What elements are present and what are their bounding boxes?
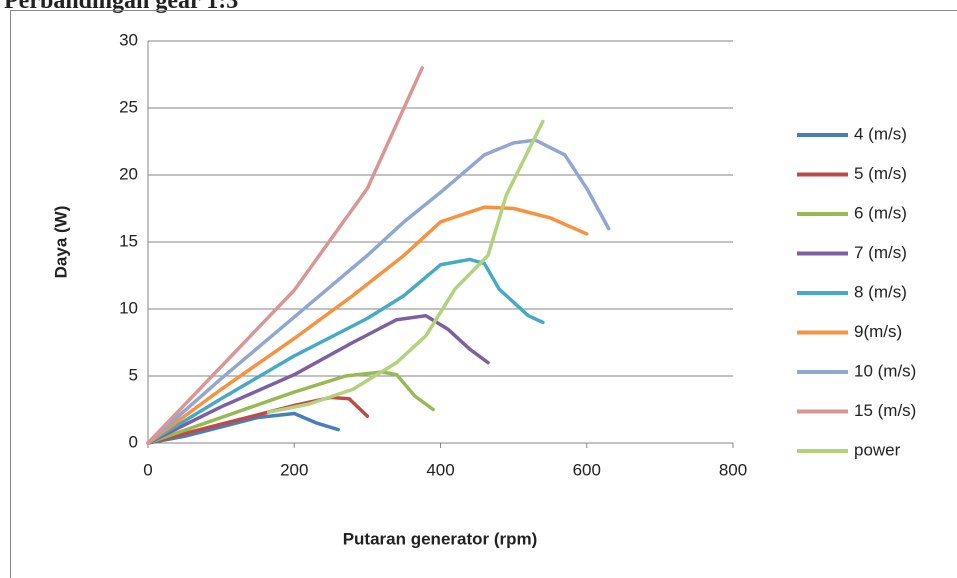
x-tick-label: 600 — [573, 460, 601, 479]
legend-label: 15 (m/s) — [854, 401, 916, 420]
legend-label: 7 (m/s) — [854, 243, 907, 262]
legend-label: 8 (m/s) — [854, 282, 907, 301]
x-tick-label: 0 — [143, 460, 152, 479]
legend-label: 9(m/s) — [854, 322, 902, 341]
heading: Perbandingan gear 1:3 — [4, 0, 238, 14]
series-line — [146, 66, 424, 445]
chart-frame — [10, 10, 957, 578]
legend-label: 6 (m/s) — [854, 203, 907, 222]
legend-label: 10 (m/s) — [854, 361, 916, 380]
series-line — [146, 205, 589, 445]
series-line — [146, 370, 435, 445]
legend-label: 4 (m/s) — [854, 124, 907, 143]
y-tick-label: 30 — [119, 30, 138, 49]
y-tick-label: 15 — [119, 231, 138, 250]
series-line — [146, 257, 545, 445]
x-tick-label: 400 — [426, 460, 454, 479]
y-tick-label: 25 — [119, 97, 138, 116]
y-tick-label: 10 — [119, 298, 138, 317]
x-axis-label: Putaran generator (rpm) — [343, 529, 538, 548]
series-line — [266, 119, 545, 414]
series-line — [146, 411, 340, 445]
series-line — [146, 138, 611, 445]
y-tick-label: 5 — [129, 365, 138, 384]
legend-label: power — [854, 440, 901, 459]
legend-label: 5 (m/s) — [854, 164, 907, 183]
x-tick-label: 200 — [280, 460, 308, 479]
y-tick-label: 20 — [119, 164, 138, 183]
x-tick-label: 800 — [719, 460, 747, 479]
series-line — [146, 313, 490, 445]
y-tick-label: 0 — [129, 432, 138, 451]
y-axis-label: Daya (W) — [51, 206, 70, 279]
